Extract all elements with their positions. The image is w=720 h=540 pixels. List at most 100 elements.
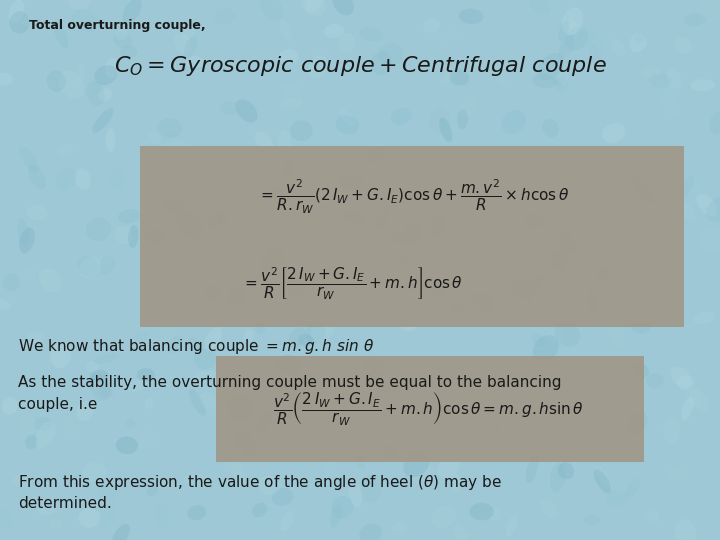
Ellipse shape bbox=[495, 420, 511, 436]
Ellipse shape bbox=[298, 334, 314, 346]
Ellipse shape bbox=[134, 330, 149, 342]
Ellipse shape bbox=[27, 332, 44, 344]
Ellipse shape bbox=[86, 81, 105, 106]
Ellipse shape bbox=[301, 0, 326, 16]
Ellipse shape bbox=[261, 280, 273, 293]
Ellipse shape bbox=[118, 209, 140, 224]
Ellipse shape bbox=[78, 508, 100, 528]
Ellipse shape bbox=[338, 33, 355, 52]
Ellipse shape bbox=[631, 320, 650, 333]
Ellipse shape bbox=[356, 455, 365, 469]
Ellipse shape bbox=[76, 64, 85, 84]
Ellipse shape bbox=[675, 37, 692, 53]
Ellipse shape bbox=[272, 488, 294, 506]
Ellipse shape bbox=[460, 95, 480, 117]
Ellipse shape bbox=[379, 43, 404, 66]
Ellipse shape bbox=[0, 299, 11, 310]
Ellipse shape bbox=[78, 256, 101, 278]
Ellipse shape bbox=[9, 0, 24, 23]
Ellipse shape bbox=[17, 218, 30, 246]
Ellipse shape bbox=[167, 336, 180, 354]
Ellipse shape bbox=[230, 458, 246, 484]
Ellipse shape bbox=[667, 469, 689, 481]
Ellipse shape bbox=[431, 215, 446, 237]
Ellipse shape bbox=[667, 69, 681, 89]
Ellipse shape bbox=[283, 161, 292, 179]
Ellipse shape bbox=[19, 415, 37, 441]
Ellipse shape bbox=[113, 32, 132, 49]
Ellipse shape bbox=[9, 11, 30, 33]
Ellipse shape bbox=[529, 0, 550, 15]
Ellipse shape bbox=[59, 70, 84, 99]
Ellipse shape bbox=[280, 97, 303, 110]
Ellipse shape bbox=[277, 129, 290, 154]
Ellipse shape bbox=[681, 396, 694, 421]
Ellipse shape bbox=[346, 265, 372, 282]
Ellipse shape bbox=[194, 370, 216, 381]
Ellipse shape bbox=[520, 358, 544, 379]
Ellipse shape bbox=[199, 392, 218, 409]
Ellipse shape bbox=[320, 256, 335, 267]
Ellipse shape bbox=[684, 12, 706, 26]
Ellipse shape bbox=[310, 314, 336, 342]
Ellipse shape bbox=[125, 379, 148, 392]
Ellipse shape bbox=[696, 194, 718, 217]
Ellipse shape bbox=[63, 422, 79, 435]
Ellipse shape bbox=[78, 256, 98, 277]
Ellipse shape bbox=[565, 28, 588, 51]
Ellipse shape bbox=[628, 411, 647, 436]
Ellipse shape bbox=[537, 53, 564, 80]
Ellipse shape bbox=[221, 272, 246, 291]
Ellipse shape bbox=[469, 503, 494, 521]
Ellipse shape bbox=[227, 181, 243, 206]
Ellipse shape bbox=[369, 418, 382, 430]
Ellipse shape bbox=[116, 436, 138, 454]
Ellipse shape bbox=[269, 377, 289, 391]
Ellipse shape bbox=[269, 246, 292, 261]
Ellipse shape bbox=[683, 181, 699, 194]
Ellipse shape bbox=[20, 17, 32, 27]
Ellipse shape bbox=[305, 0, 324, 12]
Ellipse shape bbox=[553, 145, 569, 160]
Ellipse shape bbox=[49, 519, 63, 529]
Ellipse shape bbox=[330, 505, 342, 528]
Ellipse shape bbox=[204, 328, 222, 352]
Ellipse shape bbox=[331, 496, 354, 519]
Ellipse shape bbox=[174, 33, 192, 55]
Ellipse shape bbox=[150, 295, 175, 312]
Ellipse shape bbox=[371, 51, 392, 75]
Ellipse shape bbox=[39, 268, 62, 292]
Ellipse shape bbox=[559, 35, 575, 58]
Ellipse shape bbox=[606, 490, 627, 506]
Ellipse shape bbox=[559, 233, 575, 254]
Ellipse shape bbox=[215, 8, 235, 25]
Ellipse shape bbox=[308, 55, 327, 79]
Ellipse shape bbox=[255, 131, 273, 151]
Ellipse shape bbox=[423, 17, 440, 33]
Ellipse shape bbox=[35, 421, 56, 448]
Ellipse shape bbox=[449, 303, 464, 314]
Ellipse shape bbox=[182, 28, 196, 40]
Ellipse shape bbox=[670, 366, 692, 388]
Ellipse shape bbox=[112, 524, 130, 540]
Ellipse shape bbox=[256, 410, 274, 433]
Ellipse shape bbox=[665, 203, 675, 215]
Text: Total overturning couple,: Total overturning couple, bbox=[29, 19, 205, 32]
Ellipse shape bbox=[47, 70, 66, 92]
Ellipse shape bbox=[399, 265, 413, 280]
Ellipse shape bbox=[13, 473, 32, 488]
Ellipse shape bbox=[86, 218, 111, 241]
Ellipse shape bbox=[541, 499, 558, 518]
Ellipse shape bbox=[185, 56, 204, 68]
Ellipse shape bbox=[228, 287, 246, 306]
Ellipse shape bbox=[176, 211, 203, 240]
Ellipse shape bbox=[439, 117, 452, 142]
Ellipse shape bbox=[210, 298, 229, 320]
Text: $= \dfrac{v^2}{R}\left[\dfrac{2\,I_W + G.I_E}{r_W} + m.h\right]\cos\theta$: $= \dfrac{v^2}{R}\left[\dfrac{2\,I_W + G… bbox=[243, 266, 463, 301]
Ellipse shape bbox=[19, 227, 35, 253]
Ellipse shape bbox=[457, 109, 468, 130]
Ellipse shape bbox=[275, 164, 296, 185]
Text: We know that balancing couple $= m.g.h\ \mathit{sin}\ \theta$: We know that balancing couple $= m.g.h\ … bbox=[18, 338, 374, 356]
Text: $\mathit{C_O} = \mathit{Gyroscopic\ couple} + \mathit{Centrifugal\ couple}$: $\mathit{C_O} = \mathit{Gyroscopic\ coup… bbox=[114, 54, 606, 78]
Text: $\dfrac{v^2}{R}\left(\dfrac{2\,I_W + G.I_E}{r_W} + m.h\right)\cos\theta = m.g.h\: $\dfrac{v^2}{R}\left(\dfrac{2\,I_W + G.I… bbox=[273, 390, 584, 427]
